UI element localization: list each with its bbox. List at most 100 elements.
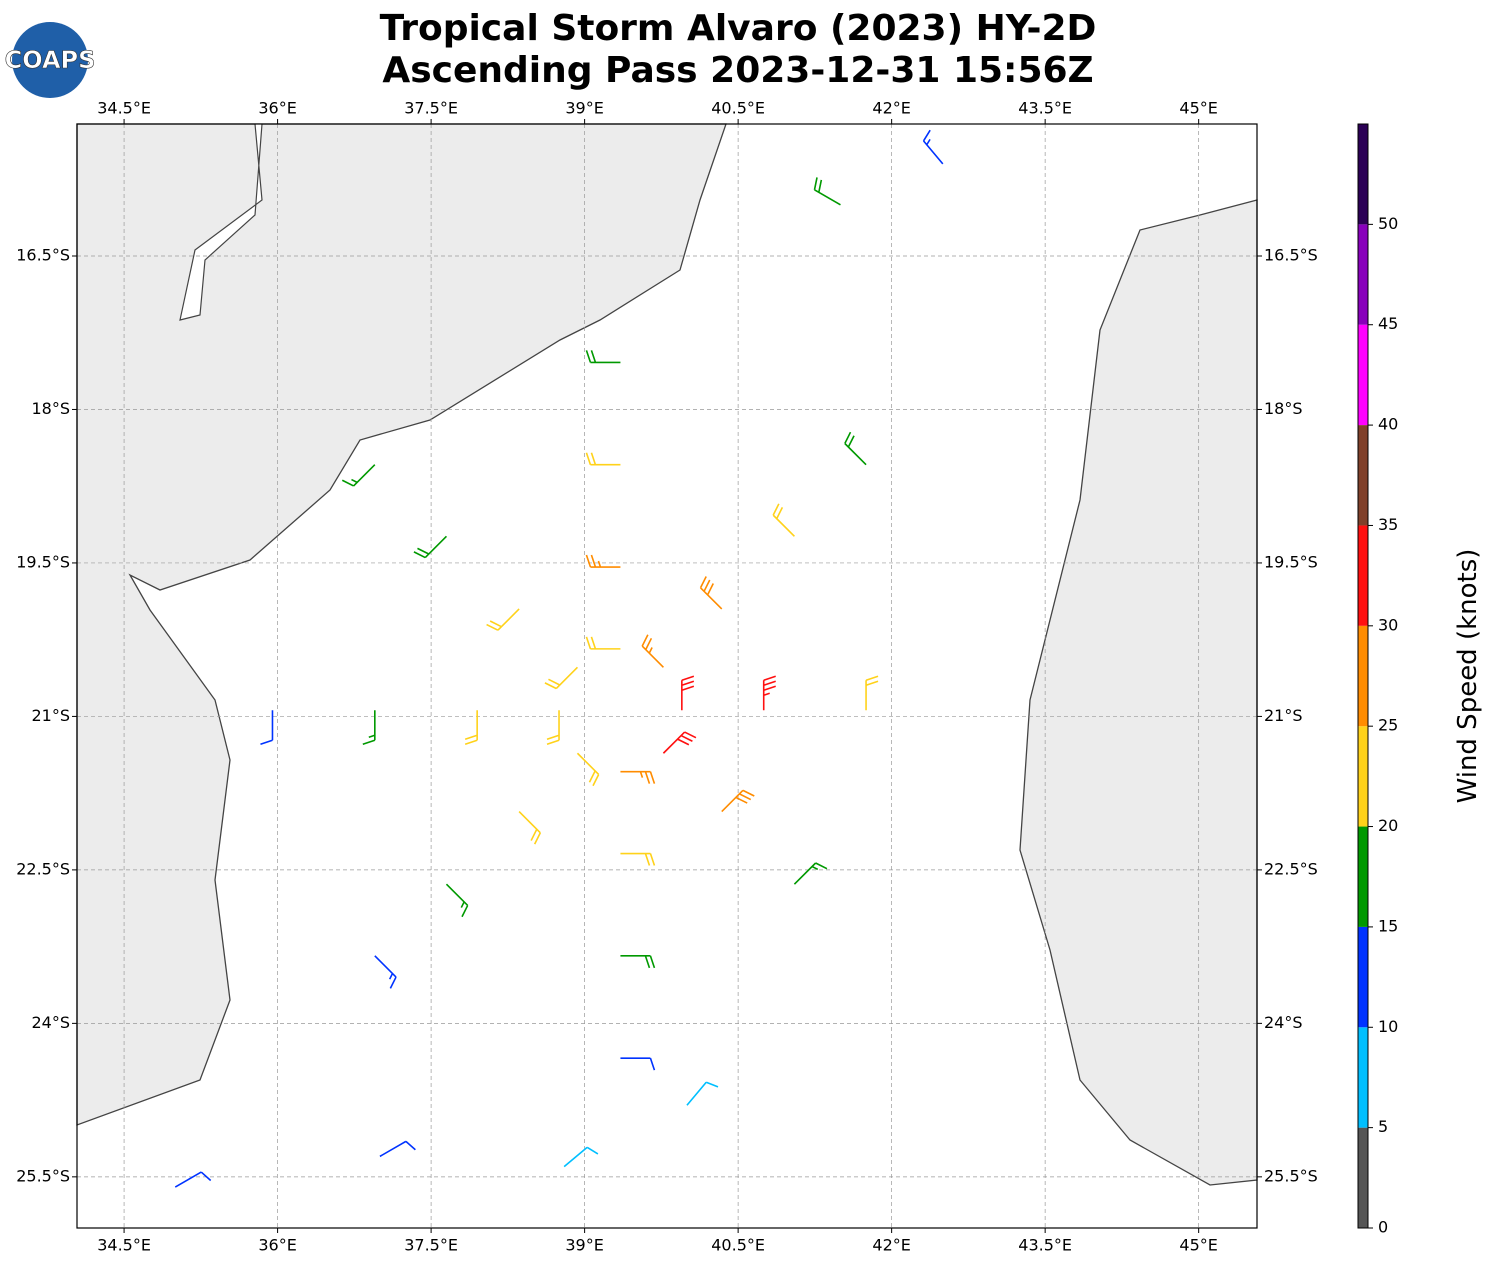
- colorbar-tick-label: 0: [1378, 1218, 1388, 1237]
- wind-barb: [620, 770, 656, 784]
- wind-barb: [576, 752, 600, 787]
- colorbar-segment: [1358, 826, 1368, 927]
- wind-barb: [620, 955, 656, 969]
- madagascar-land: [1019, 199, 1258, 1186]
- logo-globe: [12, 22, 88, 98]
- colorbar-label: Wind Speed (knots): [1453, 549, 1483, 804]
- colorbar-tick-label: 20: [1378, 816, 1398, 835]
- colorbar-frame: [1357, 123, 1369, 1229]
- x-tick-label: 37.5°E: [404, 99, 458, 118]
- y-tick-label: 25.5°S: [16, 1166, 70, 1185]
- colorbar-segment: [1358, 525, 1368, 626]
- y-tick-label: 19.5°S: [1264, 552, 1318, 571]
- x-tick-label: 40.5°E: [711, 99, 765, 118]
- colorbar-segment: [1358, 324, 1368, 426]
- wind-barb: [620, 852, 656, 866]
- y-tick-label: 16.5°S: [1264, 245, 1318, 264]
- colorbar-tick-label: 10: [1378, 1017, 1398, 1036]
- wind-barbs: [174, 129, 944, 1188]
- colorbar: 0 5 10 15 20 25 30 35 40 45 50: [1357, 123, 1398, 1237]
- x-tick-label: 42°E: [872, 99, 910, 118]
- mozambique-land: [76, 123, 727, 1126]
- logo: COAPS: [4, 22, 96, 98]
- wind-barb: [585, 636, 621, 650]
- wind-barb: [762, 675, 776, 711]
- wind-barb: [585, 554, 621, 568]
- colorbar-segment: [1358, 726, 1368, 827]
- wind-barb: [681, 675, 695, 711]
- wind-barb: [793, 862, 828, 885]
- wind-barb: [699, 576, 723, 610]
- wind-barb: [413, 535, 448, 559]
- x-tick-label: 36°E: [258, 99, 296, 118]
- x-tick-label: 45°E: [1179, 99, 1217, 118]
- colorbar-segment: [1358, 1027, 1368, 1128]
- colorbar-tick-label: 25: [1378, 716, 1398, 735]
- colorbar-tick-label: 30: [1378, 615, 1398, 634]
- y-tick-label: 24°S: [31, 1013, 70, 1032]
- title-line: Ascending Pass 2023-12-31 15:56Z: [382, 50, 1093, 91]
- x-tick-label: 36°E: [258, 1236, 296, 1255]
- y-tick-label: 16.5°S: [16, 245, 70, 264]
- wind-barb: [641, 634, 664, 668]
- map-frame: [76, 123, 1258, 1229]
- x-tick-label: 43.5°E: [1018, 99, 1072, 118]
- x-tick-label: 34.5°E: [97, 1236, 151, 1255]
- wind-barb: [813, 177, 841, 206]
- colorbar-tick-label: 40: [1378, 415, 1398, 434]
- wind-barb: [922, 129, 944, 165]
- lake: [179, 123, 263, 321]
- y-tick-label: 21°S: [31, 706, 70, 725]
- wind-barb: [379, 1140, 416, 1158]
- wind-barb: [585, 452, 621, 466]
- wind-barb: [686, 1081, 719, 1106]
- wind-barb: [585, 350, 621, 364]
- logo-text: COAPS: [5, 46, 96, 74]
- x-tick-label: 34.5°E: [97, 99, 151, 118]
- colorbar-segment: [1358, 926, 1368, 1028]
- wind-barb: [865, 675, 879, 711]
- wind-barb: [362, 710, 376, 746]
- colorbar-segment: [1358, 625, 1368, 727]
- wind-barb: [546, 710, 560, 746]
- x-tick-label: 37.5°E: [404, 1236, 458, 1255]
- wind-barb: [374, 955, 397, 989]
- y-tick-label: 24°S: [1264, 1013, 1303, 1032]
- wind-barb: [544, 666, 579, 690]
- y-tick-label: 18°S: [31, 399, 70, 418]
- colorbar-tick-label: 45: [1378, 314, 1398, 333]
- colorbar-tick-label: 5: [1378, 1117, 1388, 1136]
- wind-barb: [341, 464, 376, 487]
- wind-barb: [563, 1146, 599, 1168]
- colorbar-tick-label: 15: [1378, 916, 1398, 935]
- x-tick-label: 42°E: [872, 1236, 910, 1255]
- wind-barb: [662, 731, 697, 754]
- x-tick-label: 40.5°E: [711, 1236, 765, 1255]
- x-tick-label: 43.5°E: [1018, 1236, 1072, 1255]
- wind-barb: [721, 789, 755, 813]
- y-tick-label: 21°S: [1264, 706, 1303, 725]
- wind-barb: [844, 431, 867, 466]
- grid: [77, 124, 1257, 1228]
- colorbar-segment: [1358, 425, 1368, 526]
- y-tick-label: 22.5°S: [16, 859, 70, 878]
- colorbar-segment: [1358, 224, 1368, 325]
- colorbar-tick-label: 50: [1378, 214, 1398, 233]
- x-tick-label: 39°E: [565, 99, 603, 118]
- y-tick-label: 18°S: [1264, 399, 1303, 418]
- y-tick-label: 19.5°S: [16, 552, 70, 571]
- wind-barb: [518, 811, 542, 845]
- y-tick-label: 22.5°S: [1264, 859, 1318, 878]
- wind-barb: [486, 608, 520, 631]
- x-tick-label: 45°E: [1179, 1236, 1217, 1255]
- y-tick-label: 25.5°S: [1264, 1166, 1318, 1185]
- wind-barb: [620, 1057, 656, 1071]
- wind-barb: [464, 710, 478, 746]
- title-line: Tropical Storm Alvaro (2023) HY-2D: [380, 8, 1097, 49]
- colorbar-tick-label: 35: [1378, 515, 1398, 534]
- colorbar-segment: [1358, 1127, 1368, 1228]
- colorbar-segment: [1358, 124, 1368, 225]
- wind-barb: [445, 883, 469, 918]
- wind-barb: [260, 710, 274, 746]
